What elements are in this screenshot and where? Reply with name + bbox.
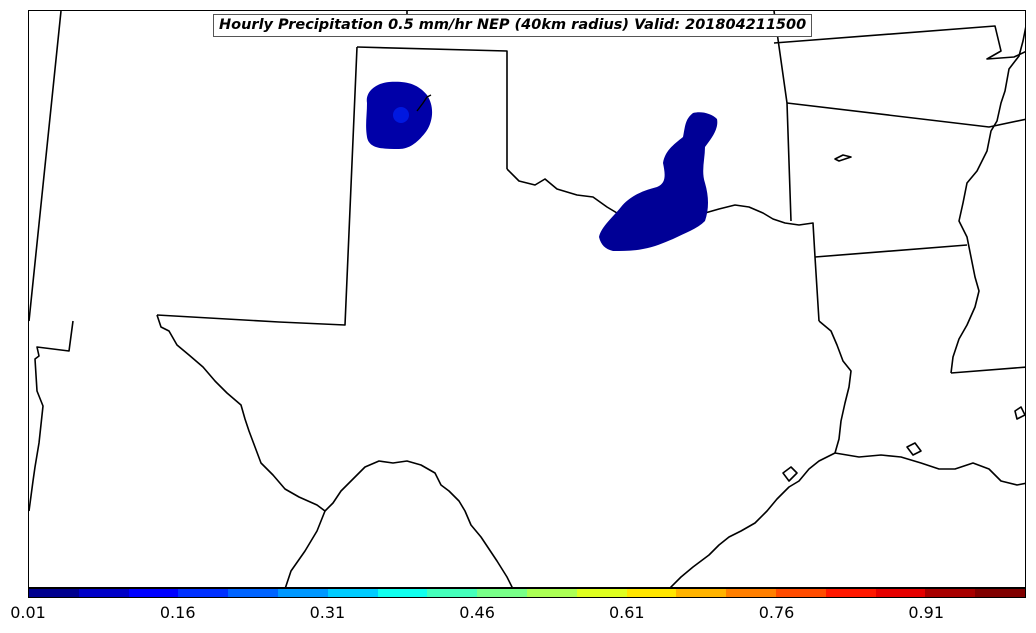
state-border-missouri-arkansas — [786, 102, 1025, 128]
colorbar-segment-2 — [128, 589, 179, 597]
map-title: Hourly Precipitation 0.5 mm/hr NEP (40km… — [213, 14, 813, 37]
colorbar-segment-5 — [277, 589, 328, 597]
texas-west-border — [156, 314, 513, 587]
colorbar-segment-4 — [228, 589, 278, 597]
colorbar-segment-9 — [477, 589, 527, 597]
bay-outline-3 — [1014, 406, 1025, 420]
gulf-coast — [669, 452, 836, 587]
colorbar-tick-label: 0.31 — [309, 603, 346, 622]
mississippi-river — [950, 26, 1025, 374]
state-border-louisiana-mississippi — [950, 366, 1025, 374]
precip-area-red-river — [599, 112, 718, 251]
reservoir-line — [416, 94, 432, 112]
lake-outline — [834, 154, 852, 162]
colorbar-tick-label: 0.46 — [459, 603, 495, 622]
colorbar-segment-8 — [427, 589, 478, 597]
colorbar-segment-15 — [775, 589, 826, 597]
bay-outline-2 — [906, 442, 922, 456]
map-frame — [28, 10, 1026, 588]
colorbar-segment-18 — [925, 589, 976, 597]
colorbar-segment-3 — [178, 589, 229, 597]
colorbar — [28, 588, 1026, 598]
colorbar-segment-6 — [327, 589, 378, 597]
newmexico-south-border — [284, 510, 326, 587]
colorbar-tick-label: 0.91 — [908, 603, 944, 622]
state-border-missouri-iowa — [773, 25, 1025, 60]
louisiana-coast — [834, 452, 1025, 486]
state-border-kansas-oklahoma — [356, 46, 508, 169]
colorbar-segment-11 — [576, 589, 627, 597]
state-border-west — [29, 11, 62, 322]
colorbar-segment-7 — [377, 589, 428, 597]
bay-outline-1 — [782, 466, 798, 482]
state-border-texas-newmexico — [156, 46, 358, 326]
colorbar-segment-12 — [626, 589, 677, 597]
colorbar-segment-14 — [726, 589, 776, 597]
colorbar-tick-label: 0.01 — [10, 603, 46, 622]
colorbar-tick-label: 0.61 — [608, 603, 645, 622]
colorbar-segment-17 — [875, 589, 926, 597]
colorbar-tick-label: 0.16 — [159, 603, 196, 622]
colorbar-segment-0 — [29, 589, 79, 597]
colorbar-segment-13 — [676, 589, 727, 597]
map-canvas — [29, 11, 1025, 587]
sabine-river-border — [818, 320, 852, 454]
colorbar-segment-1 — [78, 589, 129, 597]
state-border-arkansas-louisiana — [814, 244, 968, 258]
precip-core-panhandle — [393, 107, 409, 123]
colorbar-segment-19 — [975, 589, 1025, 597]
colorbar-segment-10 — [526, 589, 577, 597]
colorbar-tick-label: 0.76 — [758, 603, 795, 622]
mexico-border — [29, 320, 74, 512]
colorbar-segment-16 — [825, 589, 876, 597]
